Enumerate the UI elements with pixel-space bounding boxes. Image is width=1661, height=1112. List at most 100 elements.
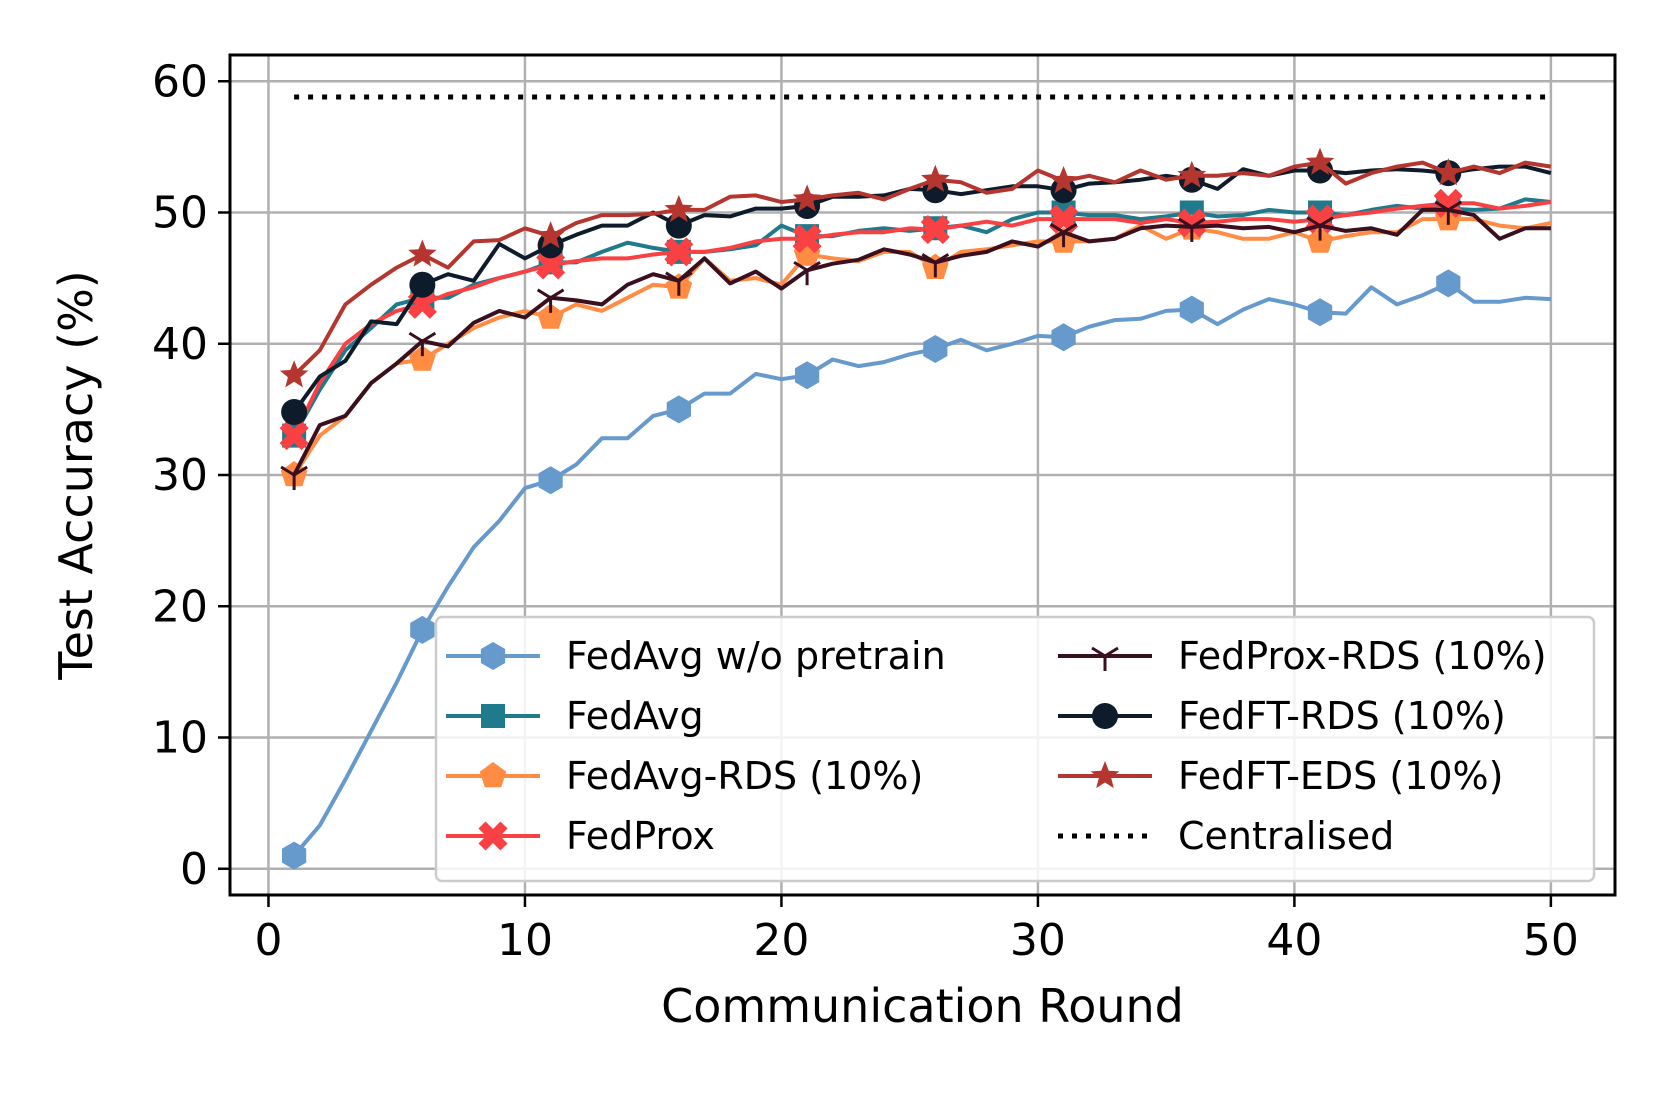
x-tick-label: 50 bbox=[1523, 915, 1579, 966]
data-point bbox=[1177, 208, 1207, 238]
legend-item: FedAvg-RDS (10%) bbox=[446, 754, 923, 798]
legend-item: Centralised bbox=[1058, 814, 1394, 858]
y-axis-label: Test Accuracy (%) bbox=[49, 270, 103, 680]
data-point bbox=[1049, 222, 1078, 248]
data-point bbox=[1178, 217, 1206, 242]
data-point bbox=[536, 288, 565, 313]
legend-label: FedAvg w/o pretrain bbox=[566, 634, 946, 678]
data-point bbox=[1179, 295, 1204, 324]
legend-swatch-marker bbox=[479, 762, 507, 788]
legend-item: FedFT-RDS (10%) bbox=[1058, 694, 1506, 738]
legend-swatch-marker bbox=[480, 642, 506, 670]
marker-stroke bbox=[1178, 217, 1193, 229]
data-point bbox=[793, 260, 821, 286]
data-point bbox=[1305, 147, 1335, 175]
series-fedft-eds-10 bbox=[279, 147, 1552, 388]
data-point bbox=[282, 841, 307, 870]
x-axis-label: Communication Round bbox=[661, 979, 1184, 1033]
data-point bbox=[537, 303, 564, 329]
marker-stroke bbox=[1434, 200, 1450, 212]
x-tick-label: 10 bbox=[497, 915, 553, 966]
marker-stroke bbox=[678, 271, 693, 283]
legend-label: FedProx bbox=[566, 814, 715, 858]
data-point bbox=[536, 250, 566, 280]
y-tick-label: 10 bbox=[152, 713, 208, 764]
legend-label: FedProx-RDS (10%) bbox=[1178, 634, 1547, 678]
series-line bbox=[292, 207, 1551, 476]
legend-item: FedAvg w/o pretrain bbox=[446, 634, 946, 678]
data-point bbox=[1434, 200, 1463, 225]
series-line bbox=[292, 281, 1552, 857]
series-fedprox bbox=[279, 188, 1552, 451]
series-fedprox-rds-10 bbox=[280, 200, 1551, 490]
x-tick-label: 30 bbox=[1010, 915, 1066, 966]
y-tick-label: 60 bbox=[152, 56, 208, 107]
data-point bbox=[410, 615, 435, 644]
data-point bbox=[664, 194, 694, 222]
data-point bbox=[792, 224, 822, 254]
marker-stroke bbox=[1319, 216, 1334, 227]
legend-swatch-marker bbox=[1092, 703, 1118, 729]
data-point bbox=[281, 399, 308, 425]
legend-box bbox=[434, 615, 1596, 883]
data-point bbox=[920, 215, 950, 245]
marker-stroke bbox=[549, 288, 565, 300]
marker-stroke bbox=[407, 289, 437, 319]
legend-label: Centralised bbox=[1178, 814, 1394, 858]
data-point bbox=[1436, 269, 1461, 298]
data-point bbox=[408, 331, 437, 357]
data-point bbox=[923, 335, 948, 363]
marker-stroke bbox=[806, 260, 821, 272]
data-point bbox=[792, 184, 822, 212]
data-point bbox=[664, 237, 694, 267]
data-point bbox=[665, 271, 693, 296]
data-point bbox=[280, 465, 308, 490]
legend: FedAvg w/o pretrain FedAvg FedAvg-RDS (10%… bbox=[434, 615, 1596, 883]
marker-stroke bbox=[280, 465, 295, 477]
legend-swatch-marker bbox=[1090, 761, 1120, 789]
legend-item: FedProx bbox=[446, 814, 715, 858]
y-tick-label: 50 bbox=[152, 188, 208, 239]
marker-stroke bbox=[1049, 222, 1065, 234]
marker-stroke bbox=[421, 331, 437, 343]
data-point bbox=[537, 232, 564, 259]
data-point bbox=[921, 164, 950, 192]
legend-swatch-marker bbox=[481, 704, 505, 728]
y-tick-label: 20 bbox=[152, 581, 208, 632]
y-tick-label: 40 bbox=[152, 319, 208, 370]
data-point bbox=[795, 361, 820, 390]
data-point bbox=[408, 239, 437, 267]
series-fedavg-w-o-pretrain bbox=[282, 269, 1552, 870]
series-group bbox=[279, 94, 1552, 870]
data-point bbox=[1049, 166, 1078, 194]
series-line bbox=[292, 160, 1552, 377]
marker-stroke bbox=[478, 821, 508, 851]
ticks: 0 10 20 30 40 50 0 10 20 30 40 50 60 bbox=[152, 56, 1579, 966]
legend-label: FedFT-RDS (10%) bbox=[1178, 694, 1506, 738]
data-point bbox=[1051, 323, 1076, 352]
legend-item: FedProx-RDS (10%) bbox=[1058, 634, 1547, 678]
marker-stroke bbox=[1177, 208, 1207, 238]
marker-stroke bbox=[536, 250, 566, 280]
legend-swatch-marker bbox=[1091, 646, 1119, 671]
x-tick-label: 20 bbox=[753, 915, 809, 966]
y-tick-label: 0 bbox=[180, 844, 208, 895]
data-point bbox=[1177, 160, 1207, 188]
legend-item: FedAvg bbox=[446, 694, 704, 738]
marker-stroke bbox=[1091, 646, 1106, 658]
x-tick-label: 40 bbox=[1266, 915, 1322, 966]
marker-stroke bbox=[1447, 200, 1463, 212]
y-tick-label: 30 bbox=[152, 450, 208, 501]
legend-label: FedAvg-RDS (10%) bbox=[566, 754, 923, 798]
x-tick-label: 0 bbox=[254, 915, 282, 966]
marker-stroke bbox=[793, 260, 808, 272]
data-point bbox=[279, 421, 309, 451]
marker-stroke bbox=[664, 237, 694, 267]
data-point bbox=[921, 253, 950, 278]
marker-stroke bbox=[1191, 217, 1206, 229]
legend-label: FedFT-EDS (10%) bbox=[1178, 754, 1504, 798]
marker-stroke bbox=[279, 421, 309, 451]
